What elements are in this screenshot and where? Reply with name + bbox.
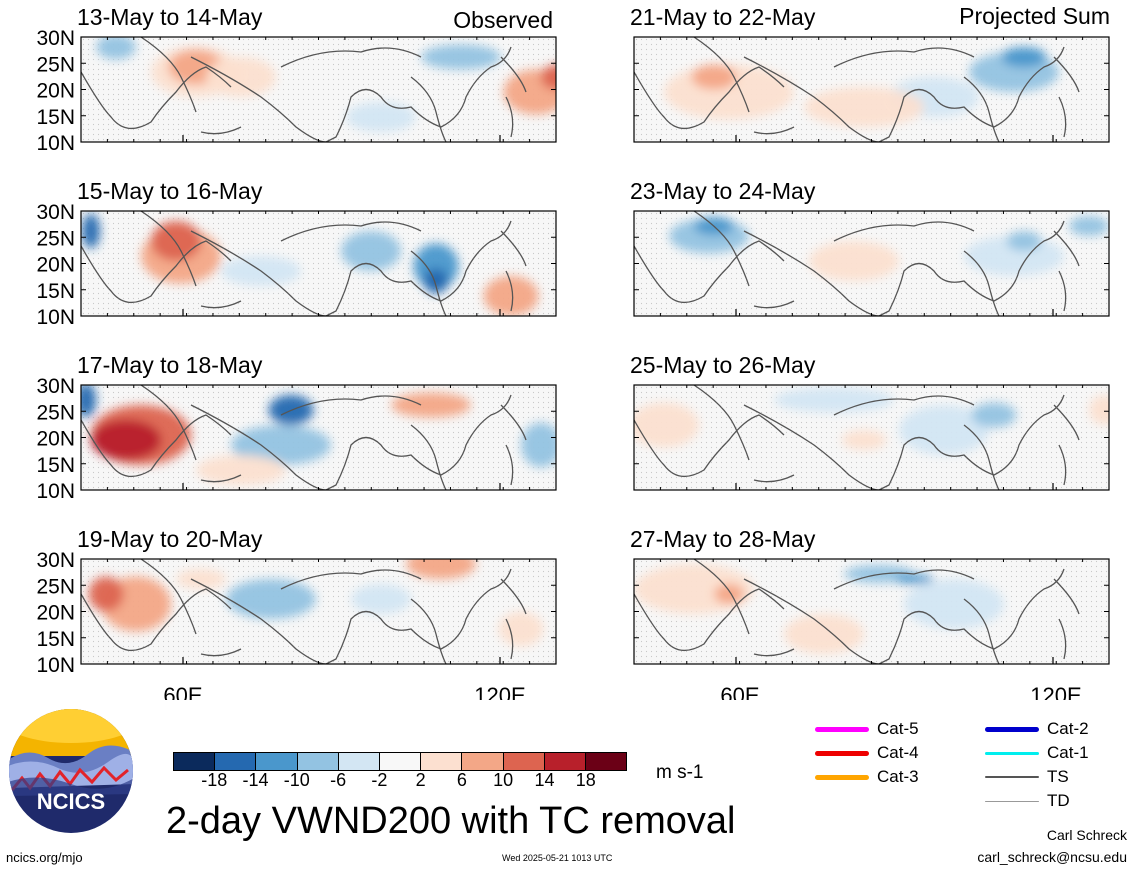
- colorbar: [173, 752, 627, 771]
- colorbar-tick-label: -6: [330, 770, 347, 790]
- lat-label: 25N: [36, 575, 75, 598]
- colorbar-swatch: [544, 753, 586, 770]
- legend-swatch: [985, 751, 1039, 755]
- colorbar-swatch: [174, 753, 216, 770]
- footer-url: ncics.org/mjo: [6, 850, 83, 865]
- map-panel: 23-May to 24-May: [630, 178, 1110, 317]
- colorbar-swatch: [297, 753, 339, 770]
- colorbar-tick-label: 14: [534, 770, 555, 790]
- lat-label: 15N: [36, 454, 75, 477]
- colorbar-swatch: [379, 753, 422, 770]
- legend-label: Cat-4: [877, 743, 919, 762]
- legend-label: Cat-2: [1047, 719, 1089, 738]
- legend-item: TD: [985, 791, 1070, 811]
- lat-label: 15N: [36, 628, 75, 651]
- legend-item: Cat-2: [985, 719, 1089, 739]
- colorbar-swatch: [503, 753, 545, 770]
- lat-label: 15N: [36, 106, 75, 129]
- colorbar-swatch: [338, 753, 380, 770]
- lat-label: 30N: [36, 375, 75, 398]
- colorbar-tick-label: -18: [201, 770, 228, 790]
- colorbar-swatch: [215, 753, 257, 770]
- lat-label: 30N: [36, 27, 75, 50]
- lat-label: 10N: [36, 306, 75, 329]
- lat-label: 10N: [36, 132, 75, 155]
- panel-title: 25-May to 26-May: [630, 352, 816, 378]
- colorbar-tick-label: -10: [283, 770, 310, 790]
- map-panel: 25-May to 26-May: [630, 352, 1110, 491]
- lat-label: 15N: [36, 280, 75, 303]
- legend-label: Cat-3: [877, 767, 919, 786]
- legend-swatch: [815, 774, 869, 780]
- colorbar-swatch: [462, 753, 504, 770]
- legend-item: TS: [985, 767, 1069, 787]
- legend-label: Cat-5: [877, 719, 919, 738]
- legend-label: Cat-1: [1047, 743, 1089, 762]
- legend-label: TS: [1047, 767, 1069, 786]
- footer-timestamp: Wed 2025-05-21 1013 UTC: [502, 853, 613, 863]
- lat-label: 10N: [36, 654, 75, 677]
- panel-title: 15-May to 16-May: [77, 178, 263, 204]
- logo-text: NCICS: [37, 789, 105, 814]
- lat-label: 30N: [36, 201, 75, 224]
- lon-label-120e-right: 120E: [1030, 683, 1081, 700]
- lat-label: 25N: [36, 227, 75, 250]
- lat-label: 10N: [36, 480, 75, 503]
- legend-swatch: [815, 750, 869, 756]
- legend-swatch: [815, 726, 869, 732]
- lon-label-120e-left: 120E: [474, 683, 525, 700]
- lon-label-60e-right: 60E: [720, 683, 759, 700]
- main-title: 2-day VWND200 with TC removal: [166, 800, 736, 842]
- panel-title: 13-May to 14-May: [77, 4, 263, 30]
- map-panel: 27-May to 28-May: [630, 526, 1110, 665]
- panel-title: 19-May to 20-May: [77, 526, 263, 552]
- colorbar-swatch: [256, 753, 298, 770]
- colorbar-tick-label: 10: [493, 770, 514, 790]
- colorbar-tick-label: -14: [242, 770, 269, 790]
- colorbar-tick-label: 6: [456, 770, 467, 790]
- legend-swatch: [985, 776, 1039, 778]
- observed-label: Observed: [453, 7, 553, 33]
- lat-label: 30N: [36, 549, 75, 572]
- lon-label-60e-left: 60E: [163, 683, 202, 700]
- legend-item: Cat-3: [815, 767, 919, 787]
- lat-label: 20N: [36, 602, 75, 625]
- panel-title: 23-May to 24-May: [630, 178, 816, 204]
- legend-swatch: [985, 800, 1039, 802]
- panel-title: 17-May to 18-May: [77, 352, 263, 378]
- colorbar-swatch: [585, 753, 627, 770]
- colorbar-units: m s-1: [656, 762, 704, 783]
- author-name: Carl Schreck: [1046, 827, 1127, 843]
- legend-label: TD: [1047, 791, 1070, 810]
- colorbar-tick-label: 2: [415, 770, 426, 790]
- panel-title: 27-May to 28-May: [630, 526, 816, 552]
- colorbar-tick-label: 18: [575, 770, 596, 790]
- panel-title: 21-May to 22-May: [630, 4, 816, 30]
- map-panel: 21-May to 22-May: [630, 4, 1110, 143]
- lat-label: 20N: [36, 254, 75, 277]
- projected-label: Projected Sum: [959, 3, 1110, 29]
- lat-label: 20N: [36, 428, 75, 451]
- lat-label: 25N: [36, 53, 75, 76]
- author-email: carl_schreck@ncsu.edu: [977, 849, 1127, 865]
- legend-item: Cat-4: [815, 743, 919, 763]
- lat-label: 20N: [36, 80, 75, 103]
- legend-item: Cat-1: [985, 743, 1089, 763]
- colorbar-tick-label: -2: [371, 770, 388, 790]
- legend-swatch: [985, 726, 1039, 732]
- colorbar-swatch: [421, 753, 463, 770]
- ncics-logo: NCICS: [9, 709, 133, 833]
- legend-item: Cat-5: [815, 719, 919, 739]
- lat-label: 25N: [36, 401, 75, 424]
